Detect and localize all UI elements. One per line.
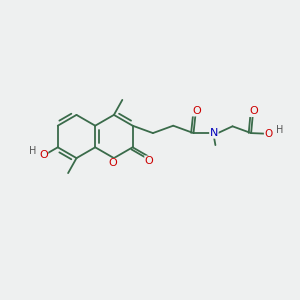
Text: H: H bbox=[276, 125, 284, 135]
Text: O: O bbox=[39, 150, 48, 161]
Text: H: H bbox=[29, 146, 37, 156]
Text: O: O bbox=[249, 106, 258, 116]
Text: O: O bbox=[145, 156, 154, 166]
Text: O: O bbox=[264, 129, 273, 139]
Text: O: O bbox=[108, 158, 117, 169]
Text: N: N bbox=[210, 128, 218, 138]
Text: O: O bbox=[192, 106, 201, 116]
